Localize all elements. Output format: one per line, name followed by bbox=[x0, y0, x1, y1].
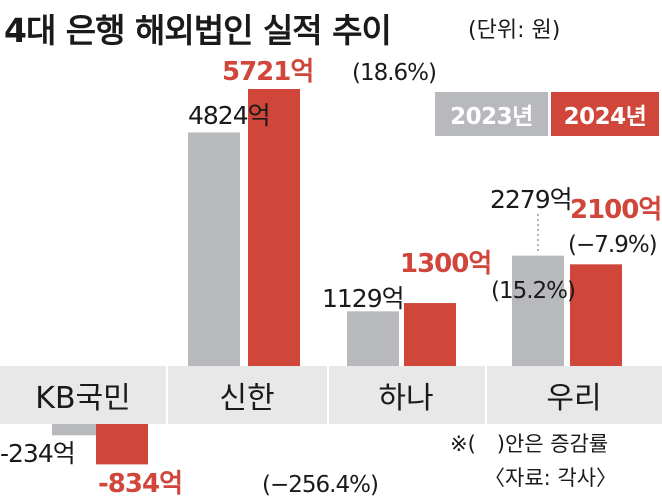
change-label-1: (18.6%) bbox=[352, 60, 436, 86]
category-band-0 bbox=[0, 366, 166, 424]
legend-2023: 2023년 bbox=[435, 92, 548, 136]
bar-2023-0 bbox=[52, 424, 104, 436]
category-label-3: 우리 bbox=[546, 381, 601, 416]
bar-2023-3 bbox=[512, 255, 564, 366]
category-band-1 bbox=[168, 366, 327, 424]
category-band-3 bbox=[487, 366, 662, 424]
bar-2024-3 bbox=[570, 264, 622, 366]
legend-2024: 2024년 bbox=[551, 92, 659, 136]
footnote: ※( )안은 증감률 bbox=[450, 432, 609, 456]
value-label-2024-3: 2100억 bbox=[570, 195, 661, 225]
bar-2024-0 bbox=[96, 424, 148, 465]
category-band-2 bbox=[329, 366, 485, 424]
bar-2024-2 bbox=[404, 303, 456, 366]
value-label-2023-2: 1129억 bbox=[322, 284, 404, 313]
value-label-2024-2: 1300억 bbox=[400, 249, 491, 279]
bar-2023-1 bbox=[188, 132, 240, 366]
source-note: 〈자료: 각사〉 bbox=[484, 466, 618, 490]
bar-2023-2 bbox=[347, 311, 399, 366]
chart-title: 4대 은행 해외법인 실적 추이 bbox=[4, 11, 392, 50]
category-label-0: KB국민 bbox=[35, 381, 130, 416]
bar-2024-1 bbox=[248, 89, 300, 366]
value-label-2024-1: 5721억 bbox=[222, 57, 313, 87]
category-label-1: 신한 bbox=[219, 381, 274, 416]
category-label-2: 하나 bbox=[378, 381, 433, 416]
value-label-2023-3: 2279억 bbox=[490, 185, 572, 214]
value-label-2023-1: 4824억 bbox=[188, 101, 270, 130]
change-label-2: (15.2%) bbox=[491, 278, 575, 304]
unit-note: (단위: 원) bbox=[468, 18, 561, 43]
value-label-2023-0: -234억 bbox=[0, 439, 75, 468]
value-label-2024-0: -834억 bbox=[98, 469, 182, 499]
change-label-3: (−7.9%) bbox=[568, 232, 657, 258]
change-label-0: (−256.4%) bbox=[262, 472, 378, 498]
